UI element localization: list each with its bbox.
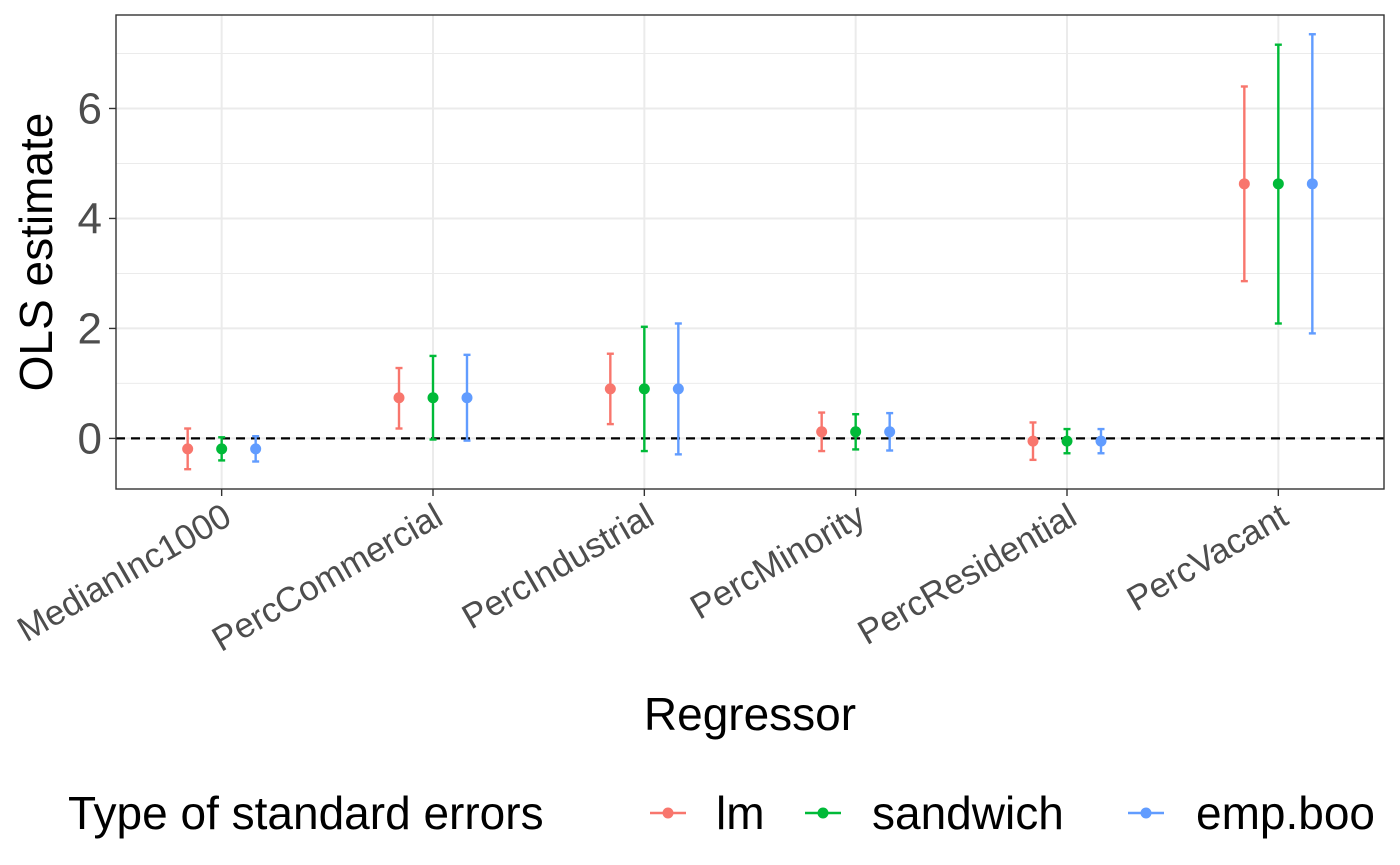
legend-item-sandwich: sandwich [805, 787, 1064, 839]
x-tick-label: PercResidential [851, 496, 1083, 652]
estimate-point [672, 383, 684, 395]
legend-key-point [662, 807, 674, 819]
legend-item-emp.boo: emp.boo [1128, 787, 1375, 839]
estimate-point [250, 443, 262, 455]
error-bar-lm-PercIndustrial [604, 352, 616, 426]
estimate-point [1272, 178, 1284, 190]
estimate-point [1238, 178, 1250, 190]
estimate-point [1306, 178, 1318, 190]
error-bar-emp.boo-PercMinority [884, 411, 896, 452]
legend-key-point [817, 807, 829, 819]
plot-panel-border [115, 14, 1385, 490]
error-bar-emp.boo-MedianInc1000 [250, 435, 262, 463]
y-tick-label: 4 [78, 194, 102, 243]
legend-items: lm sandwich emp.boo [650, 787, 1375, 839]
legend: Type of standard errors lm sandwich emp.bo… [68, 787, 1375, 839]
estimate-point [1061, 435, 1073, 447]
estimate-point [461, 392, 473, 404]
estimate-point [393, 392, 405, 404]
legend-item-lm: lm [650, 787, 765, 839]
legend-label: lm [716, 787, 765, 839]
x-tick-label: MedianInc1000 [11, 496, 238, 649]
y-axis-title: OLS estimate [10, 113, 62, 392]
y-tick-label: 6 [78, 84, 102, 133]
y-tick-label: 0 [78, 414, 102, 463]
error-bar-lm-MedianInc1000 [182, 427, 194, 471]
estimate-point [638, 383, 650, 395]
y-axis: 0 2 4 6 [78, 84, 116, 463]
estimate-point [216, 443, 228, 455]
x-tick-label: PercVacant [1120, 496, 1294, 619]
error-bar-sandwich-PercVacant [1272, 43, 1284, 325]
grid [116, 15, 1384, 489]
x-tick-label: PercIndustrial [456, 496, 661, 637]
estimate-point [604, 383, 616, 395]
error-bar-lm-PercResidential [1027, 421, 1039, 462]
error-bar-lm-PercCommercial [393, 366, 405, 430]
legend-label: sandwich [872, 787, 1064, 839]
estimate-point [816, 426, 828, 438]
estimate-point [182, 443, 194, 455]
estimate-point [884, 426, 896, 438]
error-bar-sandwich-PercIndustrial [638, 325, 650, 453]
x-axis-title: Regressor [644, 688, 856, 740]
legend-title: Type of standard errors [68, 787, 544, 839]
error-bar-sandwich-MedianInc1000 [216, 436, 228, 462]
error-bar-emp.boo-PercIndustrial [672, 322, 684, 456]
error-bar-lm-PercVacant [1238, 85, 1250, 283]
estimate-point [1027, 435, 1039, 447]
error-bar-emp.boo-PercVacant [1306, 33, 1318, 335]
x-tick-label: PercCommercial [205, 496, 449, 659]
error-bar-sandwich-PercResidential [1061, 427, 1073, 455]
error-bar-emp.boo-PercResidential [1095, 427, 1107, 455]
y-tick-label: 2 [78, 304, 102, 353]
estimate-point [1095, 435, 1107, 447]
error-bar-lm-PercMinority [816, 411, 828, 453]
legend-label: emp.boo [1196, 787, 1375, 839]
estimate-point [427, 392, 439, 404]
error-bar-emp.boo-PercCommercial [461, 353, 473, 442]
error-bar-sandwich-PercMinority [850, 413, 862, 451]
estimate-point [850, 426, 862, 438]
error-bars [182, 33, 1318, 471]
error-bar-sandwich-PercCommercial [427, 354, 439, 441]
legend-key-point [1140, 807, 1152, 819]
x-tick-label: PercMinority [684, 496, 872, 627]
